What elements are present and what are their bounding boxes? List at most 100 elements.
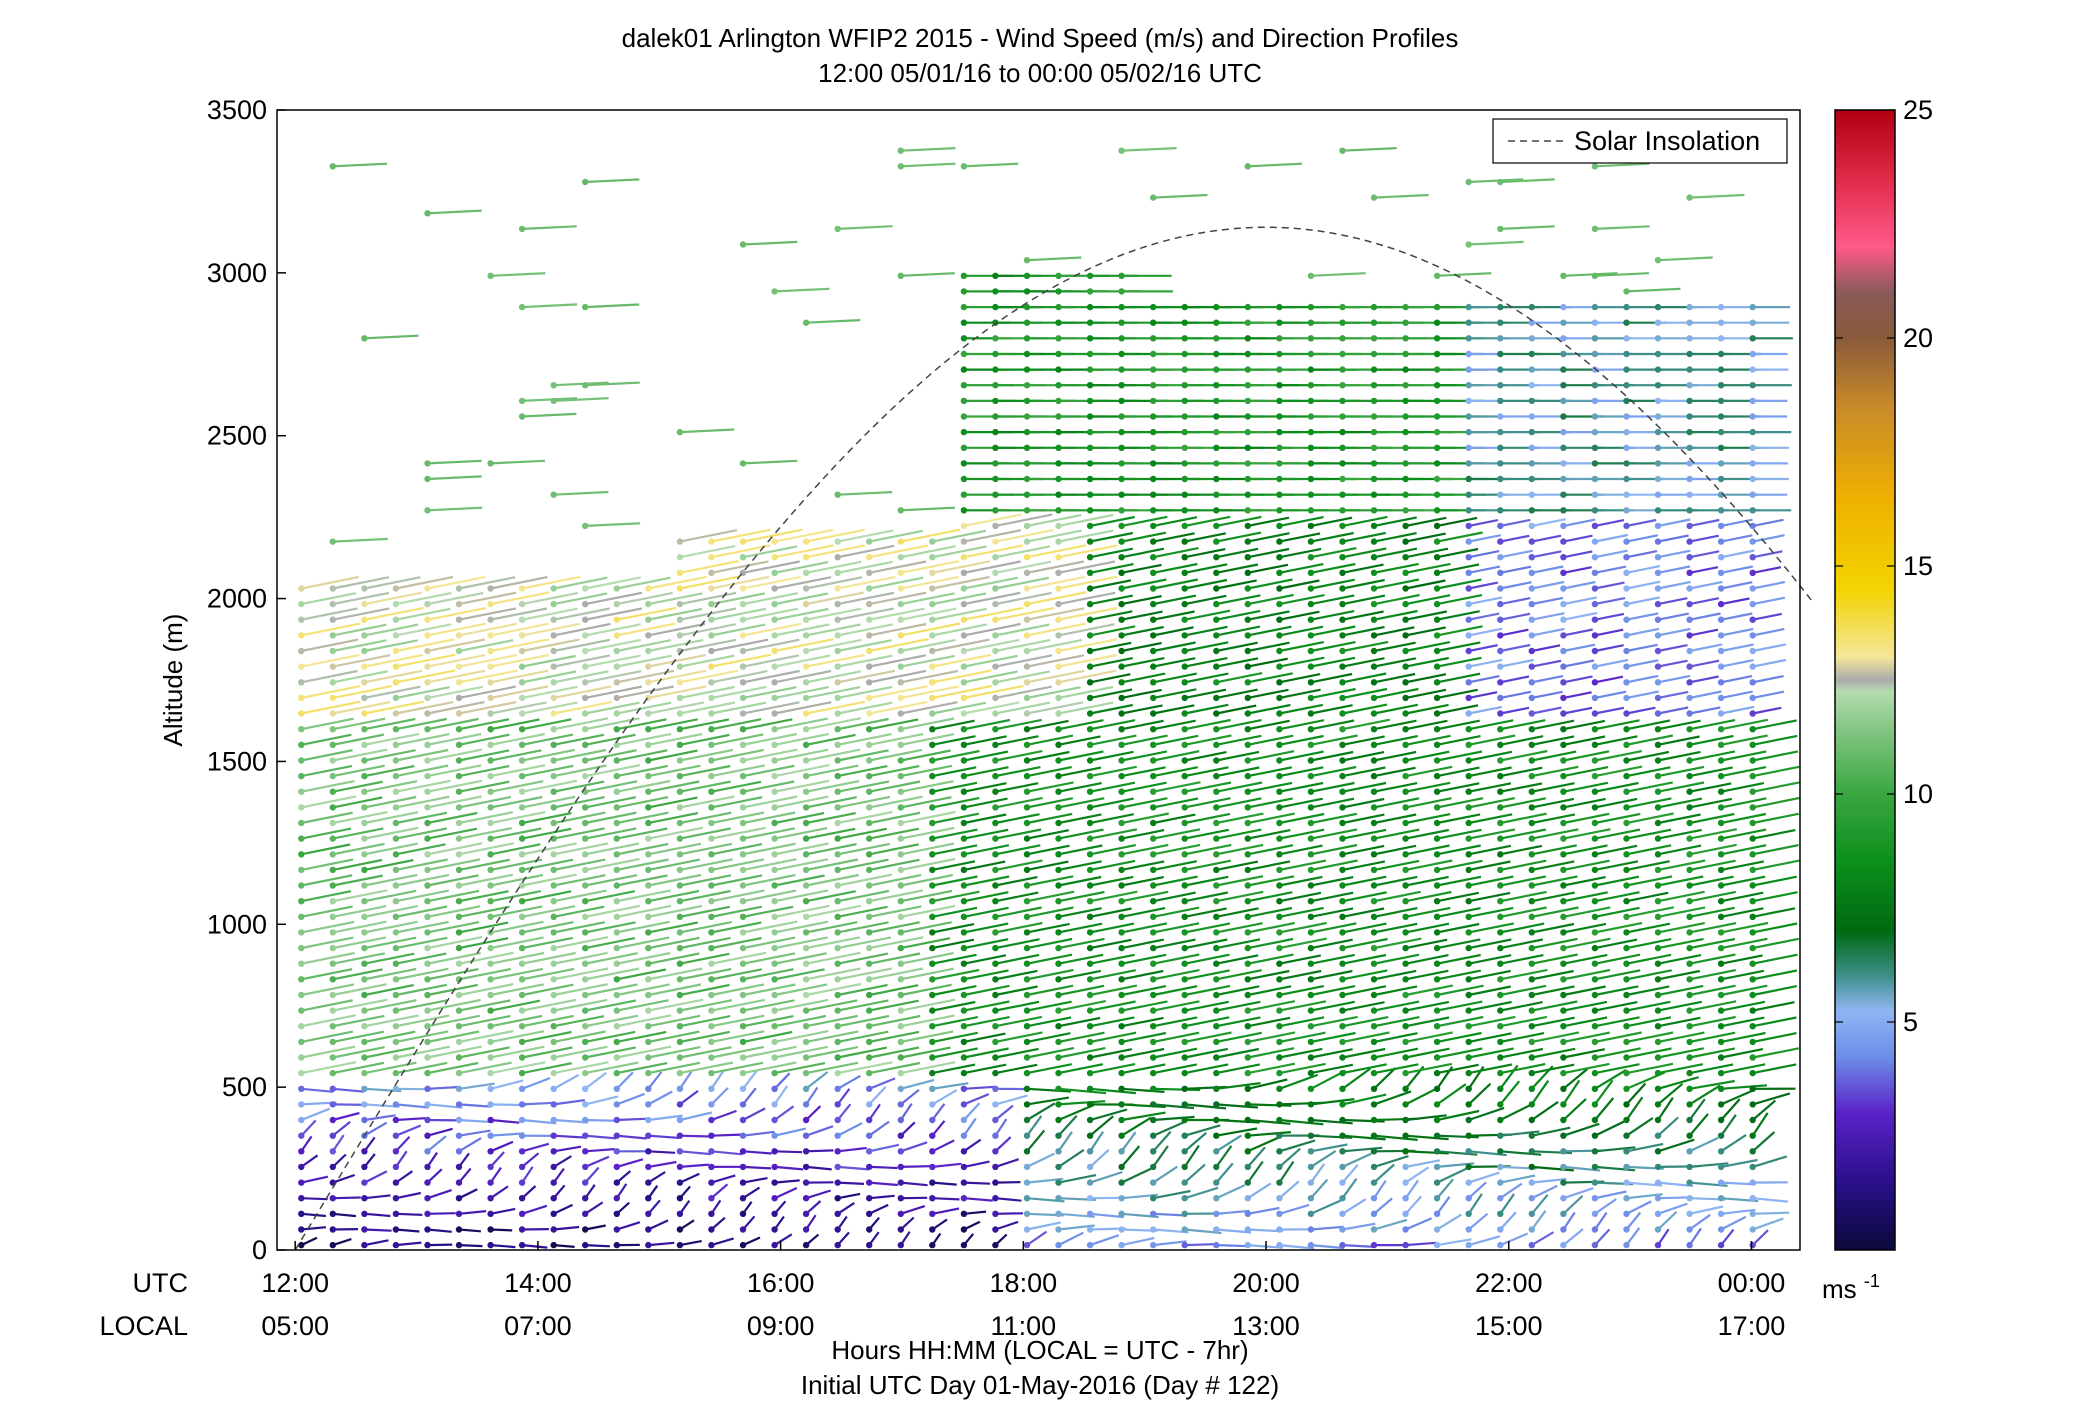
wind-barb-point xyxy=(1118,147,1125,154)
wind-barb-point xyxy=(1276,976,1283,983)
wind-barb-point xyxy=(1213,866,1220,874)
wind-barb-line xyxy=(1058,969,1102,981)
wind-barb-line xyxy=(995,766,1041,778)
wind-barb-line xyxy=(1184,984,1231,997)
wind-barb-line xyxy=(1342,828,1387,840)
wind-barb-line xyxy=(1594,162,1650,168)
wind-barb-point xyxy=(1370,522,1378,530)
wind-barb-point xyxy=(1497,303,1504,311)
wind-barb-line xyxy=(427,795,482,809)
wind-barb-point xyxy=(1307,882,1315,889)
wind-barb-line xyxy=(1720,1158,1758,1168)
wind-barb-point xyxy=(392,1179,400,1186)
wind-barb-line xyxy=(521,827,572,840)
wind-barb-point xyxy=(1339,710,1346,717)
wind-barb-point xyxy=(582,600,589,608)
wind-barb-line xyxy=(1152,626,1194,637)
wind-barb-point xyxy=(1497,178,1504,186)
wind-barb-point xyxy=(1433,944,1441,952)
wind-barb-point xyxy=(1339,413,1346,420)
wind-barb-point xyxy=(1086,1101,1094,1108)
wind-barb-point xyxy=(361,710,368,717)
wind-barb-point xyxy=(613,1085,620,1093)
wind-barb-line xyxy=(1026,701,1084,715)
wind-barb-line xyxy=(1531,1016,1575,1028)
wind-barb-line xyxy=(1405,703,1449,715)
wind-barb-point xyxy=(1150,898,1157,905)
wind-barb-point xyxy=(1244,1069,1252,1077)
wind-barb-point xyxy=(582,757,589,764)
wind-barb-line xyxy=(1026,953,1073,965)
wind-barb-point xyxy=(1150,757,1157,764)
wind-barb-line xyxy=(963,1181,991,1185)
wind-barb-point xyxy=(992,1163,999,1171)
wind-barb-line xyxy=(742,905,794,918)
wind-barb-point xyxy=(518,741,526,748)
wind-barb-line xyxy=(805,700,866,715)
wind-barb-line xyxy=(584,904,641,918)
wind-barb-point xyxy=(645,1241,652,1249)
wind-barb-line xyxy=(1563,828,1611,840)
wind-barb-point xyxy=(1623,1241,1630,1249)
wind-barb-point xyxy=(1118,507,1125,514)
wind-barb-line xyxy=(553,858,606,871)
wind-barb-point xyxy=(1213,397,1220,405)
wind-barb-point xyxy=(1276,632,1283,639)
wind-barb-line xyxy=(521,921,574,934)
wind-barb-point xyxy=(960,944,968,952)
wind-barb-point xyxy=(1465,788,1472,795)
wind-barb-point xyxy=(1717,694,1725,702)
wind-barb-point xyxy=(1307,851,1315,858)
wind-barb-point xyxy=(960,819,968,827)
wind-barb-line xyxy=(1310,1163,1326,1184)
wind-barb-point xyxy=(1433,819,1441,827)
wind-barb-point xyxy=(329,647,336,655)
wind-barb-point xyxy=(1055,460,1062,467)
wind-barb-line xyxy=(1436,641,1481,653)
wind-barb-line xyxy=(1436,578,1482,590)
wind-barb-point xyxy=(1528,772,1536,780)
wind-barb-line xyxy=(1184,875,1229,887)
wind-barb-point xyxy=(1023,397,1031,405)
wind-barb-line xyxy=(837,1146,867,1153)
wind-barb-point xyxy=(1717,851,1725,858)
wind-barb-line xyxy=(427,701,485,715)
wind-barb-point xyxy=(487,272,494,279)
wind-barb-line xyxy=(1531,937,1578,950)
wind-barb-point xyxy=(1591,554,1599,561)
wind-barb-line xyxy=(1089,547,1134,559)
wind-barb-point xyxy=(518,1022,526,1030)
wind-barb-line xyxy=(332,827,384,840)
wind-barb-line xyxy=(1436,875,1482,887)
wind-barb-point xyxy=(1717,710,1725,717)
wind-barb-point xyxy=(298,1116,305,1124)
wind-barb-line xyxy=(332,1087,365,1093)
wind-barb-line xyxy=(963,766,1009,778)
wind-barb-line xyxy=(395,669,456,684)
wind-barb-line xyxy=(679,545,736,559)
wind-barb-line xyxy=(301,575,360,590)
wind-barb-point xyxy=(1023,1241,1031,1249)
wind-barb-line xyxy=(1626,690,1659,699)
wind-barb-point xyxy=(392,835,400,842)
wind-barb-line xyxy=(1689,859,1736,871)
wind-barb-point xyxy=(1686,1210,1693,1218)
wind-barb-line xyxy=(427,654,486,668)
wind-barb-point xyxy=(1307,772,1315,780)
wind-barb-point xyxy=(708,1007,715,1014)
wind-barb-point xyxy=(424,1226,431,1233)
wind-barb-line xyxy=(1152,922,1200,934)
wind-barb-point xyxy=(550,1195,557,1202)
wind-barb-point xyxy=(897,1241,904,1249)
wind-barb-point xyxy=(771,944,778,952)
wind-barb-point xyxy=(1528,1226,1536,1233)
wind-barb-line xyxy=(1310,531,1354,543)
wind-barb-point xyxy=(1497,522,1504,530)
wind-barb-point xyxy=(1623,1179,1630,1186)
wind-barb-point xyxy=(1717,991,1725,999)
wind-barb-point xyxy=(1213,1163,1220,1171)
wind-barb-line xyxy=(1058,875,1102,887)
wind-barb-point xyxy=(1402,1116,1409,1124)
wind-barb-point xyxy=(739,960,747,967)
wind-barb-point xyxy=(1686,1241,1693,1249)
